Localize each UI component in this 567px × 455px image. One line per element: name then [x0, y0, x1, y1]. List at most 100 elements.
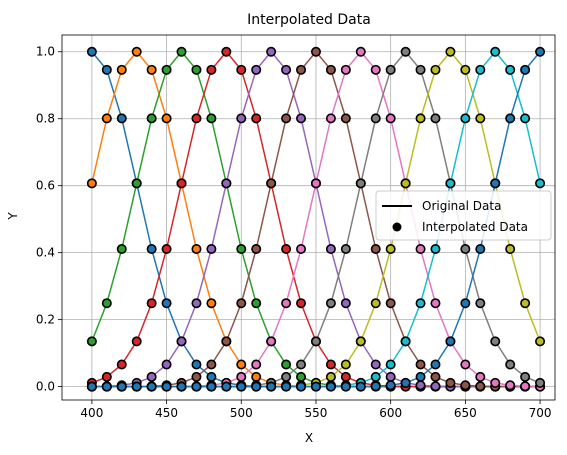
data-point — [101, 298, 112, 309]
data-point — [161, 381, 172, 392]
data-point — [236, 113, 247, 124]
x-tick-label: 550 — [305, 406, 328, 420]
data-point — [146, 64, 157, 75]
y-axis: 0.0 0.2 0.4 0.6 0.8 1.0 — [36, 45, 62, 394]
legend: Original Data Interpolated Data — [375, 190, 552, 241]
data-point — [176, 178, 187, 189]
data-point — [460, 380, 471, 391]
data-point — [325, 381, 336, 392]
data-point — [460, 113, 471, 124]
data-point — [535, 336, 546, 347]
y-tick-label: 1.0 — [36, 45, 55, 59]
data-point — [415, 298, 426, 309]
data-point — [131, 336, 142, 347]
data-point — [131, 46, 142, 57]
data-point — [161, 298, 172, 309]
data-point — [116, 243, 127, 254]
data-point — [340, 371, 351, 382]
data-point — [101, 64, 112, 75]
data-point — [176, 336, 187, 347]
data-point — [266, 336, 277, 347]
data-point — [370, 381, 381, 392]
data-point — [310, 46, 321, 57]
data-point — [430, 298, 441, 309]
data-point — [161, 113, 172, 124]
data-point — [296, 243, 307, 254]
data-point — [340, 298, 351, 309]
data-point — [370, 113, 381, 124]
data-point — [415, 243, 426, 254]
x-axis: 400 450 500 550 600 650 700 — [80, 400, 552, 420]
data-point — [266, 381, 277, 392]
x-tick-label: 600 — [379, 406, 402, 420]
data-point — [355, 46, 366, 57]
data-point — [296, 298, 307, 309]
data-point — [86, 46, 97, 57]
data-point — [460, 298, 471, 309]
data-point — [116, 359, 127, 370]
data-point — [86, 381, 97, 392]
data-point — [520, 381, 531, 392]
data-point — [310, 336, 321, 347]
data-point — [520, 298, 531, 309]
data-point — [490, 336, 501, 347]
data-point — [310, 178, 321, 189]
data-point — [460, 359, 471, 370]
data-point — [355, 336, 366, 347]
data-point — [176, 46, 187, 57]
data-point — [236, 359, 247, 370]
data-point — [101, 381, 112, 392]
data-point — [370, 359, 381, 370]
data-point — [400, 46, 411, 57]
data-point — [370, 298, 381, 309]
data-point — [101, 371, 112, 382]
data-point — [445, 46, 456, 57]
data-point — [535, 46, 546, 57]
data-point — [370, 64, 381, 75]
data-point — [475, 371, 486, 382]
data-point — [505, 113, 516, 124]
data-point — [281, 381, 292, 392]
data-point — [206, 359, 217, 370]
data-point — [325, 359, 336, 370]
data-point — [296, 113, 307, 124]
data-point — [281, 359, 292, 370]
data-point — [430, 381, 441, 392]
data-point — [206, 64, 217, 75]
data-point — [101, 113, 112, 124]
data-point — [430, 243, 441, 254]
data-point — [191, 298, 202, 309]
data-point — [86, 336, 97, 347]
data-point — [236, 64, 247, 75]
data-point — [281, 371, 292, 382]
data-point — [415, 371, 426, 382]
x-tick-label: 650 — [454, 406, 477, 420]
legend-label-original: Original Data — [422, 199, 501, 213]
data-point — [385, 380, 396, 391]
data-point — [475, 381, 486, 392]
data-point — [281, 113, 292, 124]
data-point — [370, 371, 381, 382]
data-point — [400, 377, 411, 388]
data-point — [340, 243, 351, 254]
data-point — [281, 64, 292, 75]
data-point — [445, 178, 456, 189]
data-point — [236, 243, 247, 254]
data-point — [146, 113, 157, 124]
data-point — [415, 113, 426, 124]
data-point — [475, 113, 486, 124]
data-point — [535, 377, 546, 388]
chart-title: Interpolated Data — [247, 12, 371, 28]
x-tick-label: 400 — [80, 406, 103, 420]
data-point — [520, 371, 531, 382]
data-point — [176, 381, 187, 392]
data-point — [146, 298, 157, 309]
data-point — [281, 243, 292, 254]
data-point — [146, 371, 157, 382]
data-point — [475, 243, 486, 254]
data-point — [236, 371, 247, 382]
data-point — [385, 371, 396, 382]
data-point — [430, 64, 441, 75]
data-point — [296, 64, 307, 75]
data-point — [266, 178, 277, 189]
